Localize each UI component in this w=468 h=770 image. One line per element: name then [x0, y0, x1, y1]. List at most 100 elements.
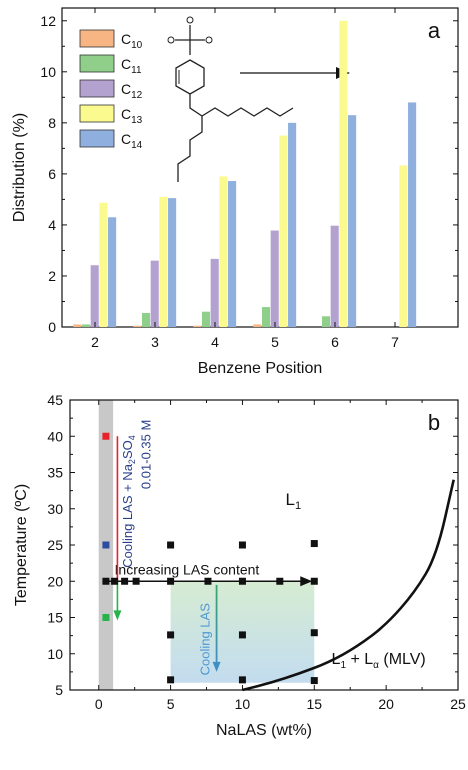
y-tick-label: 4 [48, 217, 56, 233]
x-tick-label: 5 [271, 334, 279, 350]
legend-label-C12: C12 [121, 81, 143, 101]
x-tick-label: 5 [167, 696, 175, 712]
legend-label-C13: C13 [121, 106, 143, 126]
legend-label-C14: C14 [121, 131, 143, 151]
x-axis-label: Benzene Position [198, 360, 323, 377]
cooling-salt-label: Cooling LAS + Na2SO4 [120, 435, 137, 568]
x-tick-label: 25 [450, 696, 466, 712]
bar-C13-pos6 [339, 20, 348, 327]
bar-C14-pos2 [108, 217, 117, 327]
bar-C14-pos3 [168, 198, 177, 327]
y-tick-label: 45 [47, 392, 63, 408]
data-point-colored [102, 614, 110, 621]
bar-C13-pos4 [219, 176, 228, 327]
y-tick-label: 40 [47, 428, 63, 444]
y-tick-label: 15 [47, 610, 63, 626]
data-point [238, 577, 246, 585]
data-point [121, 577, 129, 585]
x-tick-label: 15 [307, 696, 323, 712]
bar-C12-pos6 [330, 225, 339, 327]
bar-C10-pos4 [193, 325, 202, 327]
data-point [238, 676, 246, 684]
x-axis-label: NaLAS (wt%) [216, 722, 312, 739]
data-point [132, 577, 140, 585]
bar-C11-pos5 [261, 307, 271, 327]
data-point [167, 676, 175, 684]
data-point-colored [102, 432, 110, 440]
y-tick-label: 8 [48, 115, 56, 131]
panel-label: b [428, 410, 440, 435]
molecule-structure-drawing [167, 16, 294, 182]
y-axis-label: Temperature (ºC) [13, 484, 30, 606]
data-point [310, 577, 318, 585]
bar-C14-pos5 [288, 122, 297, 327]
data-point [167, 577, 175, 585]
y-tick-label: 12 [40, 13, 56, 29]
y-tick-label: 35 [47, 465, 63, 481]
y-tick-label: 2 [48, 268, 56, 284]
bar-C13-pos5 [279, 135, 288, 327]
bar-C12-pos5 [270, 230, 279, 327]
data-point [310, 540, 318, 548]
data-point [167, 541, 175, 549]
data-point [276, 577, 284, 585]
x-tick-label: 20 [378, 696, 394, 712]
legend-label-C10: C10 [121, 31, 143, 51]
bar-C13-pos2 [99, 202, 108, 327]
legend-label-C11: C11 [121, 56, 142, 76]
bar-C12-pos4 [210, 258, 219, 327]
bar-C13-pos3 [159, 196, 168, 327]
bar-C14-pos6 [348, 115, 357, 328]
y-tick-label: 6 [48, 166, 56, 182]
x-tick-label: 10 [235, 696, 251, 712]
data-point [111, 577, 119, 585]
data-point [204, 577, 212, 585]
legend-swatch-C10 [79, 29, 115, 48]
x-tick-label: 2 [91, 334, 99, 350]
phase-boundary-curve [242, 479, 455, 692]
bar-C11-pos4 [201, 311, 211, 327]
legend: C10 C11 C12 C13 C14 [79, 29, 143, 151]
data-point-colored [102, 541, 110, 549]
data-point [310, 629, 318, 637]
bar-C13-pos7 [399, 165, 408, 327]
panel-b-phase-diagram: Increasing LAS content Cooling LAS Cooling… [13, 392, 466, 739]
data-point [102, 577, 110, 585]
data-point [238, 631, 246, 639]
x-tick-label: 3 [151, 334, 159, 350]
y-axis-label: Distribution (%) [11, 113, 28, 222]
y-tick-label: 25 [47, 537, 63, 553]
y-tick-label: 10 [47, 646, 63, 662]
bar-C11-pos6 [321, 316, 331, 327]
legend-swatch-C14 [79, 129, 115, 148]
cooling-las-label: Cooling LAS [197, 603, 212, 676]
bar-C10-pos2 [73, 324, 82, 327]
legend-swatch-C11 [79, 54, 115, 73]
salt-concentration-label: 0.01-0.35 M [138, 420, 153, 489]
panel-label: a [428, 18, 441, 43]
bar-C12-pos3 [150, 260, 159, 327]
data-point [167, 631, 175, 639]
bar-C14-pos7 [408, 102, 417, 327]
data-point [310, 677, 318, 685]
x-tick-label: 6 [331, 334, 339, 350]
region-label-l1-lalpha: L1 + Lα (MLV) [332, 651, 426, 671]
region-label-l1: L1 [286, 490, 302, 512]
bar-C11-pos3 [141, 312, 151, 327]
bar-C14-pos4 [228, 181, 237, 327]
bar-C10-pos5 [253, 324, 262, 327]
cooling-las-arrow [215, 584, 218, 666]
y-tick-label: 30 [47, 501, 63, 517]
increasing-las-label: Increasing LAS content [115, 561, 260, 577]
legend-swatch-C12 [79, 79, 115, 98]
data-point [238, 541, 246, 549]
panel-a-distribution-chart: 0 2 4 6 8 10 12 2 3 4 5 6 7 Benzene Position Distribut… [11, 7, 459, 377]
y-tick-label: 5 [55, 682, 63, 698]
x-tick-label: 4 [211, 334, 219, 350]
bar-C11-pos2 [81, 324, 91, 327]
legend-swatch-C13 [79, 104, 115, 123]
cooling-las-arrow-head [212, 661, 221, 672]
x-tick-label: 7 [391, 334, 399, 350]
x-tick-label: 0 [95, 696, 103, 712]
